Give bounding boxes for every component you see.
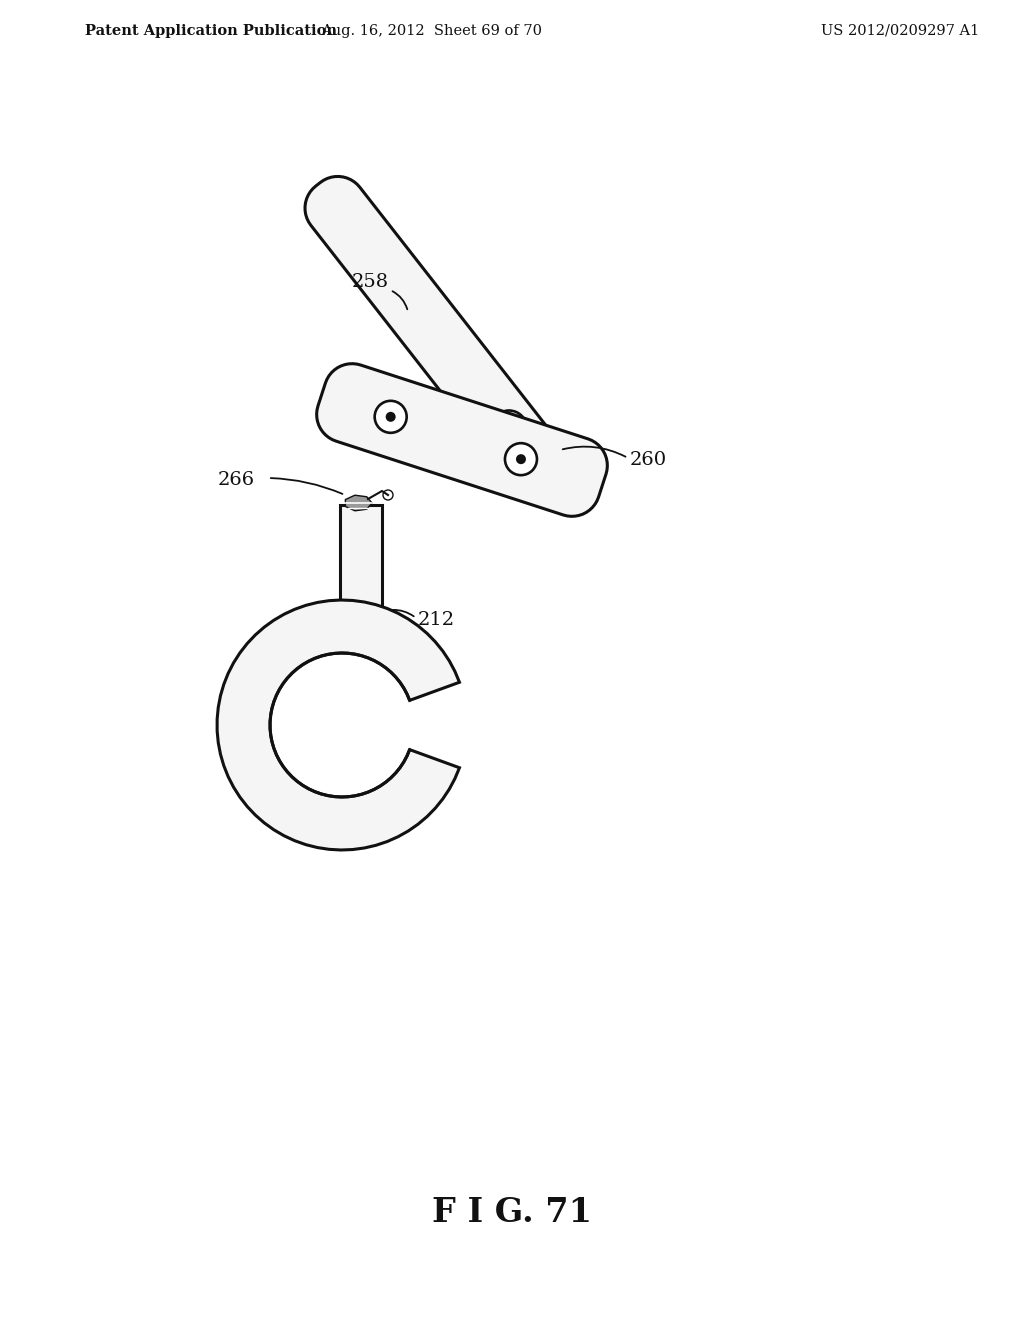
Circle shape — [490, 411, 527, 446]
Circle shape — [504, 424, 514, 433]
Text: 258: 258 — [352, 273, 389, 290]
Text: US 2012/0209297 A1: US 2012/0209297 A1 — [821, 24, 979, 38]
Circle shape — [516, 454, 526, 465]
Circle shape — [375, 401, 407, 433]
Polygon shape — [340, 506, 382, 624]
Text: 260: 260 — [630, 451, 667, 469]
Circle shape — [285, 668, 399, 781]
Polygon shape — [217, 601, 460, 850]
Text: F I G. 71: F I G. 71 — [432, 1196, 592, 1229]
Text: 212: 212 — [418, 611, 455, 630]
Circle shape — [383, 490, 393, 500]
Text: Aug. 16, 2012  Sheet 69 of 70: Aug. 16, 2012 Sheet 69 of 70 — [322, 24, 543, 38]
Circle shape — [386, 412, 395, 422]
Circle shape — [505, 444, 537, 475]
Text: Patent Application Publication: Patent Application Publication — [85, 24, 337, 38]
Polygon shape — [316, 364, 607, 516]
Polygon shape — [305, 177, 559, 483]
Polygon shape — [345, 495, 372, 511]
Text: 266: 266 — [218, 471, 255, 488]
